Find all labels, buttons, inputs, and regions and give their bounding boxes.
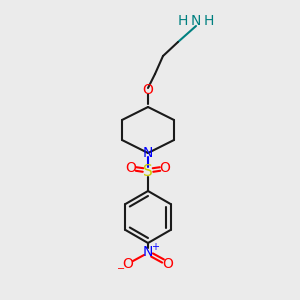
Text: O: O xyxy=(160,161,170,175)
Text: −: − xyxy=(117,264,125,274)
Text: O: O xyxy=(142,83,153,97)
Text: +: + xyxy=(151,242,159,252)
Text: N: N xyxy=(143,146,153,160)
Text: O: O xyxy=(163,257,173,271)
Text: N: N xyxy=(143,245,153,259)
Text: O: O xyxy=(126,161,136,175)
Text: H: H xyxy=(204,14,214,28)
Text: H: H xyxy=(178,14,188,28)
Text: N: N xyxy=(191,14,201,28)
Text: O: O xyxy=(123,257,134,271)
Text: S: S xyxy=(143,164,153,179)
